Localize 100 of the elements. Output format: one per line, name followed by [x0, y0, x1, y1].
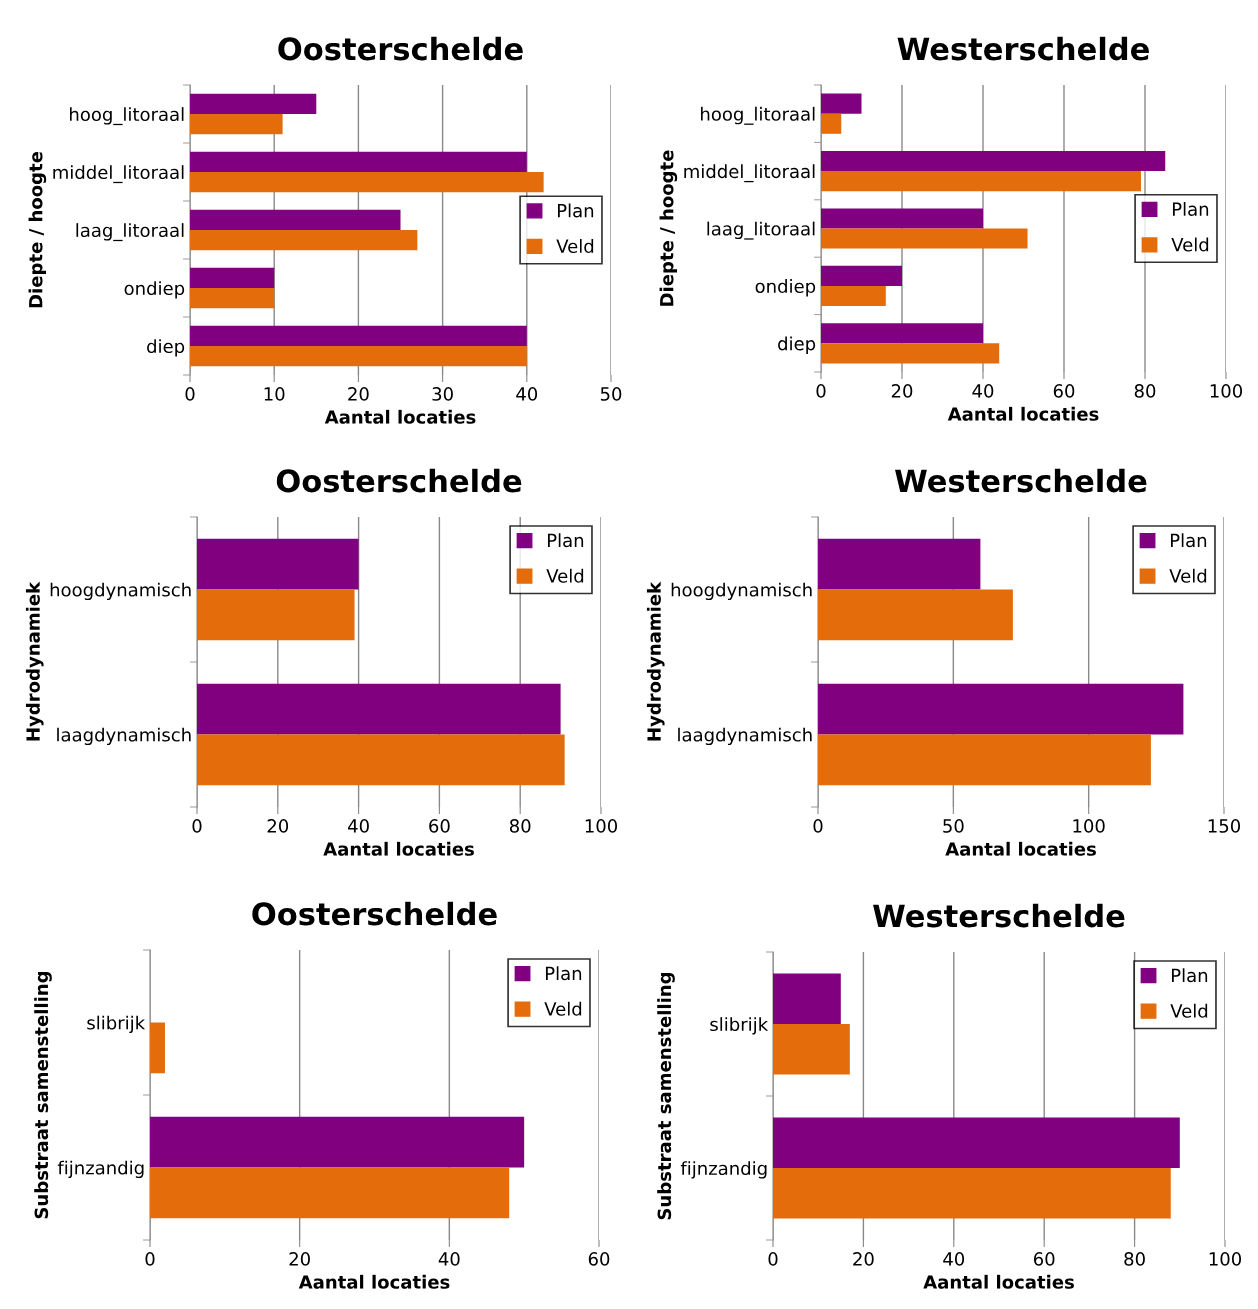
bar [818, 734, 1151, 786]
x-tick-label: 10 [264, 387, 285, 401]
bar [821, 151, 1166, 172]
x-tick-label: 20 [348, 387, 369, 401]
bar [190, 230, 418, 251]
y-axis-title: Hydrodynamiek [646, 581, 665, 741]
x-axis-title: Aantal locaties [324, 409, 476, 424]
bar [197, 734, 565, 786]
chart-title: Westerschelde [895, 468, 1147, 493]
bar [821, 343, 1000, 364]
bar [150, 1167, 510, 1219]
bar [818, 589, 1013, 641]
legend-label: Plan [557, 203, 594, 218]
y-tick-label: hoogdynamisch [50, 582, 191, 601]
x-tick-label: 50 [943, 819, 964, 833]
x-tick-label: 80 [1134, 384, 1156, 398]
x-tick-label: 0 [768, 1252, 778, 1266]
y-axis-title: Diepte / hoogte [28, 151, 47, 308]
x-axis-title: Aantal locaties [923, 1274, 1074, 1289]
x-tick-label: 0 [816, 384, 826, 398]
y-tick-label: fijnzandig [680, 1161, 767, 1179]
y-tick-label: laagdynamisch [57, 727, 191, 746]
legend-label: Veld [546, 568, 584, 583]
y-tick-label: hoogdynamisch [671, 582, 812, 601]
y-axis-title: Substraat samenstelling [34, 971, 52, 1219]
y-tick-label: ondiep [755, 279, 816, 297]
bar [818, 538, 981, 590]
legend-label: Plan [1172, 202, 1209, 216]
legend-label: Plan [1170, 533, 1207, 548]
bar [821, 265, 902, 286]
y-tick-label: laagdynamisch [678, 727, 812, 746]
y-tick-label: slibrijk [87, 1015, 146, 1034]
x-tick-label: 40 [348, 819, 369, 833]
x-tick-label: 80 [509, 819, 531, 833]
x-tick-label: 60 [1053, 384, 1075, 398]
bar [821, 113, 842, 134]
bar [150, 1022, 165, 1074]
x-tick-label: 20 [853, 1252, 874, 1266]
y-tick-label: diep [778, 336, 816, 354]
y-tick-label: middel_litoraal [684, 164, 815, 183]
x-axis-title: Aantal locaties [298, 1274, 450, 1289]
x-tick-label: 50 [600, 387, 622, 401]
chart-title: Oosterschelde [278, 36, 523, 61]
x-tick-label: 40 [516, 387, 538, 401]
bar [150, 1116, 525, 1168]
bar [197, 683, 561, 735]
bar [821, 171, 1141, 192]
y-axis-title: Diepte / hoogte [659, 150, 678, 306]
y-tick-label: hoog_litoraal [70, 107, 184, 126]
x-tick-label: 20 [289, 1252, 310, 1266]
x-tick-label: 100 [1210, 384, 1243, 398]
x-tick-label: 20 [267, 819, 289, 833]
y-tick-label: middel_litoraal [53, 165, 184, 184]
legend-label: Plan [1171, 968, 1208, 983]
x-axis-title: Aantal locaties [945, 841, 1096, 856]
bar [190, 267, 275, 288]
legend-label: Veld [544, 1001, 582, 1016]
legend-label: Veld [1169, 568, 1207, 583]
y-tick-label: laag_litoraal [76, 223, 184, 242]
bar [190, 288, 275, 309]
x-tick-label: 40 [438, 1252, 460, 1266]
bar [821, 323, 983, 344]
bar [773, 1117, 1180, 1168]
bar [190, 172, 544, 193]
y-tick-label: diep [147, 339, 185, 357]
bar [190, 346, 527, 367]
x-tick-label: 0 [813, 819, 823, 833]
x-tick-label: 0 [185, 387, 195, 401]
y-tick-label: fijnzandig [57, 1160, 144, 1179]
y-tick-label: hoog_litoraal [701, 106, 815, 125]
y-axis-title: Hydrodynamiek [25, 581, 44, 741]
legend-label: Veld [1170, 1003, 1208, 1018]
bar [190, 93, 317, 114]
x-tick-label: 60 [1033, 1252, 1055, 1266]
x-tick-label: 80 [1124, 1252, 1145, 1266]
bar [197, 538, 359, 590]
legend-label: Plan [545, 966, 582, 981]
y-axis-title: Substraat samenstelling [657, 972, 675, 1220]
x-tick-label: 0 [192, 819, 202, 833]
x-tick-label: 100 [1209, 1252, 1242, 1266]
x-tick-label: 100 [585, 819, 618, 833]
bar [821, 93, 862, 114]
bar [821, 228, 1028, 249]
x-tick-label: 40 [972, 384, 994, 398]
chart-title: Oosterschelde [276, 468, 522, 493]
x-axis-title: Aantal locaties [323, 841, 474, 856]
chart-title: Westerschelde [897, 36, 1149, 61]
bar [773, 1024, 850, 1075]
bar [190, 151, 527, 172]
x-tick-label: 0 [145, 1252, 155, 1266]
bar [821, 208, 983, 229]
bar [197, 589, 355, 641]
legend-label: Veld [556, 239, 594, 253]
bar [821, 285, 886, 306]
bar [190, 209, 401, 230]
bar [190, 325, 527, 346]
x-tick-label: 30 [432, 387, 453, 401]
bar [190, 114, 283, 135]
y-tick-label: ondiep [124, 281, 185, 299]
x-tick-label: 20 [891, 384, 913, 398]
